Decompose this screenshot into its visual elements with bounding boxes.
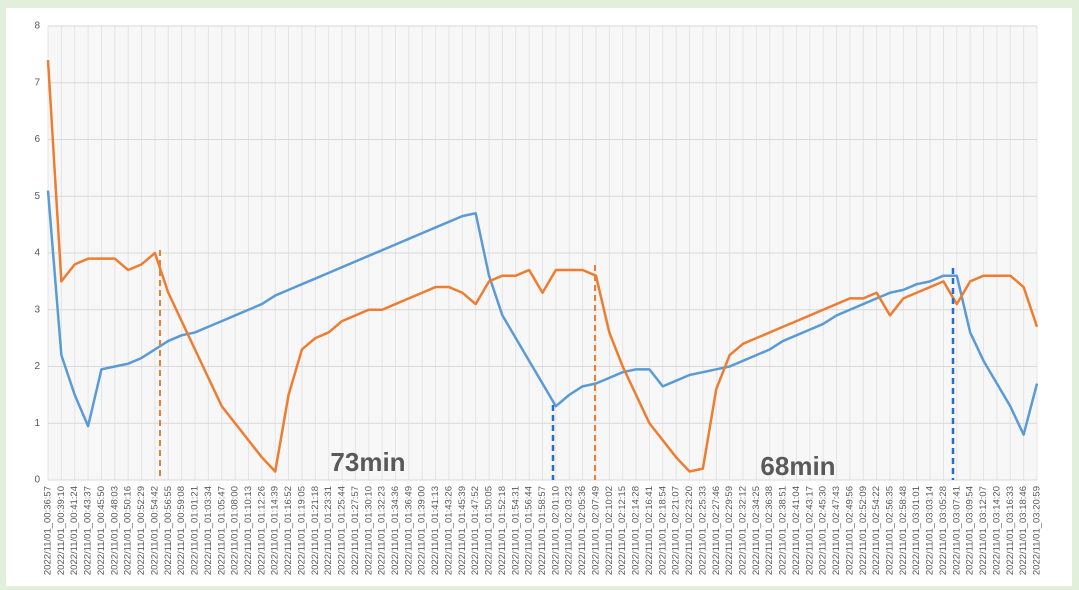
x-tick-label: 2022/11/01_01:54:31	[510, 486, 521, 575]
x-tick-label: 2022/11/01_02:56:35	[885, 486, 896, 575]
y-tick-label: 4	[34, 248, 40, 259]
x-tick-label: 2022/11/01_01:14:39	[270, 486, 281, 575]
y-tick-label: 2	[34, 361, 40, 372]
y-tick-label: 3	[34, 304, 40, 315]
x-tick-label: 2022/11/01_01:34:36	[390, 486, 401, 575]
x-tick-label: 2022/11/01_02:01:10	[550, 486, 561, 575]
x-tick-label: 2022/11/01_03:18:46	[1018, 486, 1029, 575]
x-tick-label: 2022/11/01_01:50:05	[484, 486, 495, 575]
x-tick-label: 2022/11/01_00:48:03	[109, 486, 120, 575]
x-tick-label: 2022/11/01_00:39:10	[56, 486, 67, 575]
x-tick-label: 2022/11/01_02:43:17	[804, 486, 815, 575]
x-tick-label: 2022/11/01_02:10:02	[604, 486, 615, 575]
x-tick-label: 2022/11/01_01:21:18	[310, 486, 321, 575]
series-line	[46, 190, 1039, 436]
y-tick-label: 8	[34, 21, 40, 32]
x-tick-label: 2022/11/01_03:12:07	[978, 486, 989, 575]
x-tick-label: 2022/11/01_02:58:48	[898, 486, 909, 575]
y-tick-label: 1	[34, 418, 40, 429]
x-tick-label: 2022/11/01_01:58:57	[537, 486, 548, 575]
x-tick-label: 2022/11/01_01:47:52	[470, 486, 481, 575]
x-tick-label: 2022/11/01_02:45:30	[818, 486, 829, 575]
annotation: 68min	[760, 451, 835, 481]
series-line	[46, 59, 1039, 473]
x-tick-label: 2022/11/01_03:07:41	[951, 486, 962, 575]
x-tick-label: 2022/11/01_00:45:50	[96, 486, 107, 575]
x-tick-label: 2022/11/01_02:34:25	[751, 486, 762, 575]
x-tick-label: 2022/11/01_01:43:26	[443, 486, 454, 575]
x-tick-label: 2022/11/01_00:59:08	[176, 486, 187, 575]
x-tick-label: 2022/11/01_00:43:37	[83, 486, 94, 575]
x-tick-label: 2022/11/01_01:05:47	[216, 486, 227, 575]
x-tick-label: 2022/11/01_02:41:04	[791, 486, 802, 575]
x-tick-label: 2022/11/01_02:18:54	[657, 486, 668, 575]
x-tick-label: 2022/11/01_01:10:13	[243, 486, 254, 575]
x-tick-label: 2022/11/01_01:16:52	[283, 486, 294, 575]
x-tick-label: 2022/11/01_01:52:18	[497, 486, 508, 575]
x-tick-label: 2022/11/01_01:32:23	[377, 486, 388, 575]
y-tick-label: 7	[34, 77, 40, 88]
x-tick-label: 2022/11/01_03:20:59	[1032, 486, 1043, 575]
x-tick-label: 2022/11/01_02:05:36	[577, 486, 588, 575]
x-tick-label: 2022/11/01_01:39:00	[417, 486, 428, 575]
x-tick-label: 2022/11/01_02:03:23	[564, 486, 575, 575]
x-tick-label: 2022/11/01_01:41:13	[430, 486, 441, 575]
x-tick-label: 2022/11/01_02:27:46	[711, 486, 722, 575]
annotation: 73min	[330, 447, 405, 477]
y-tick-label: 6	[34, 134, 40, 145]
x-tick-label: 2022/11/01_03:16:33	[1005, 486, 1016, 575]
x-tick-label: 2022/11/01_03:05:28	[938, 486, 949, 575]
x-tick-label: 2022/11/01_03:03:14	[925, 486, 936, 575]
x-tick-label: 2022/11/01_01:45:39	[457, 486, 468, 575]
x-tick-label: 2022/11/01_02:38:51	[778, 486, 789, 575]
x-tick-label: 2022/11/01_02:47:43	[831, 486, 842, 575]
x-tick-label: 2022/11/01_01:01:21	[190, 486, 201, 575]
x-tick-label: 2022/11/01_02:32:12	[737, 486, 748, 575]
x-tick-label: 2022/11/01_02:54:22	[871, 486, 882, 575]
x-tick-label: 2022/11/01_02:29:59	[724, 486, 735, 575]
x-tick-label: 2022/11/01_01:23:31	[323, 486, 334, 575]
x-tick-label: 2022/11/01_01:56:44	[524, 486, 535, 575]
x-tick-label: 2022/11/01_01:27:57	[350, 486, 361, 575]
x-tick-label: 2022/11/01_00:52:29	[136, 486, 147, 575]
x-tick-label: 2022/11/01_00:36:57	[43, 486, 54, 575]
x-tick-label: 2022/11/01_00:41:24	[69, 486, 80, 575]
x-tick-label: 2022/11/01_01:12:26	[256, 486, 267, 575]
y-tick-label: 0	[34, 475, 40, 486]
x-tick-label: 2022/11/01_02:21:07	[671, 486, 682, 575]
y-tick-label: 5	[34, 191, 40, 202]
x-tick-label: 2022/11/01_01:25:44	[337, 486, 348, 575]
x-tick-label: 2022/11/01_02:52:09	[858, 486, 869, 575]
x-tick-label: 2022/11/01_02:25:33	[697, 486, 708, 575]
x-tick-label: 2022/11/01_01:36:49	[403, 486, 414, 575]
x-tick-label: 2022/11/01_03:01:01	[911, 486, 922, 575]
x-tick-label: 2022/11/01_03:14:20	[991, 486, 1002, 575]
x-tick-label: 2022/11/01_03:09:54	[965, 486, 976, 575]
x-tick-label: 2022/11/01_00:54:42	[149, 486, 160, 575]
x-tick-label: 2022/11/01_00:50:16	[123, 486, 134, 575]
x-tick-label: 2022/11/01_02:12:15	[617, 486, 628, 575]
x-tick-label: 2022/11/01_02:14:28	[631, 486, 642, 575]
x-tick-label: 2022/11/01_01:30:10	[363, 486, 374, 575]
x-tick-label: 2022/11/01_01:03:34	[203, 486, 214, 575]
x-tick-label: 2022/11/01_02:49:56	[844, 486, 855, 575]
x-tick-label: 2022/11/01_01:08:00	[230, 486, 241, 575]
x-tick-label: 2022/11/01_02:36:38	[764, 486, 775, 575]
x-tick-label: 2022/11/01_01:19:05	[296, 486, 307, 575]
x-tick-label: 2022/11/01_02:23:20	[684, 486, 695, 575]
x-tick-label: 2022/11/01_02:07:49	[590, 486, 601, 575]
x-tick-label: 2022/11/01_00:56:55	[163, 486, 174, 575]
x-tick-label: 2022/11/01_02:16:41	[644, 486, 655, 575]
